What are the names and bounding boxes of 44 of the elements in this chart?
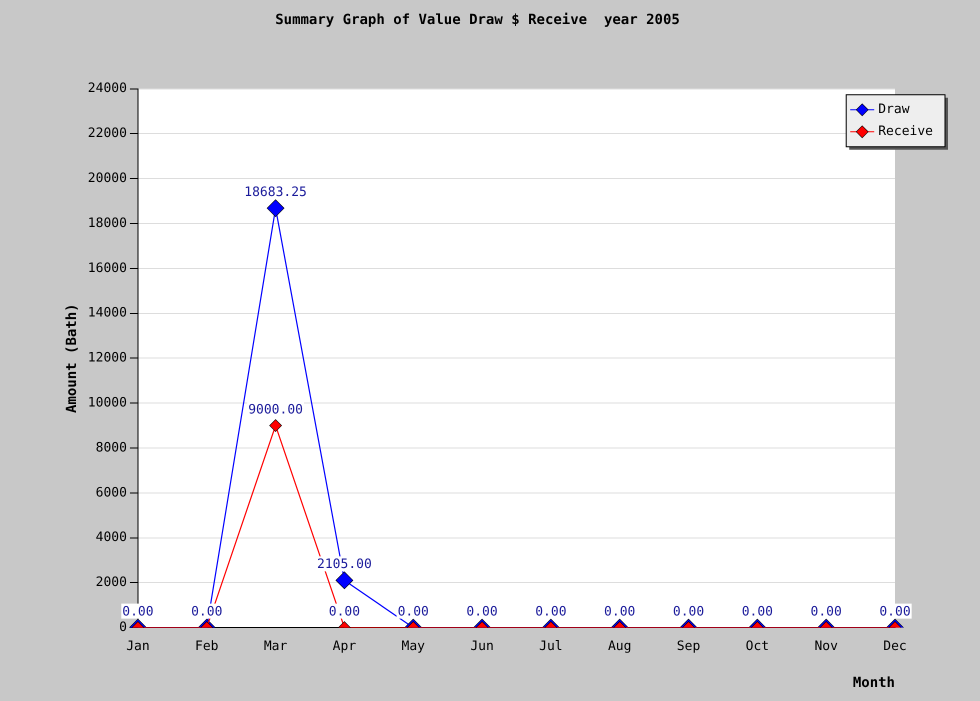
legend-label: Receive (878, 124, 934, 140)
x-tick-label: Dec (883, 638, 907, 654)
x-tick-label: Apr (332, 638, 356, 654)
data-label: 0.00 (398, 604, 429, 620)
chart-title: Summary Graph of Value Draw $ Receive year 2005 (275, 12, 680, 28)
data-label: 9000.00 (248, 402, 303, 418)
y-tick-label: 2000 (96, 575, 127, 590)
x-tick-label: Nov (814, 638, 838, 654)
x-tick-label: Jul (539, 638, 563, 654)
x-tick-label: Aug (608, 638, 632, 654)
data-label: 0.00 (604, 604, 636, 620)
x-tick-label: May (401, 638, 426, 654)
data-label: 0.00 (328, 604, 360, 620)
y-tick-label: 10000 (88, 395, 127, 410)
y-tick-label: 14000 (88, 306, 127, 321)
y-tick-label: 0 (119, 620, 127, 635)
y-tick-label: 24000 (88, 81, 127, 96)
x-tick-label: Feb (195, 638, 219, 654)
data-label: 0.00 (122, 604, 154, 620)
y-tick-label: 8000 (96, 440, 127, 456)
data-label: 2105.00 (317, 557, 372, 572)
x-tick-label: Sep (676, 638, 700, 654)
y-tick-label: 12000 (88, 350, 127, 366)
x-tick-label: Mar (264, 638, 288, 654)
legend-label: Draw (878, 102, 910, 118)
y-tick-label: 22000 (88, 126, 127, 142)
y-tick-label: 18000 (88, 216, 127, 231)
data-label: 0.00 (810, 604, 842, 620)
x-axis-title: Month (852, 675, 895, 692)
data-label: 0.00 (466, 604, 498, 620)
y-tick-label: 20000 (88, 170, 127, 186)
data-label: 0.00 (879, 604, 911, 620)
data-label: 0.00 (535, 604, 567, 620)
y-tick-label: 4000 (96, 530, 127, 546)
data-label: 18683.25 (244, 185, 307, 200)
y-tick-label: 16000 (88, 260, 127, 276)
x-tick-label: Jan (126, 638, 150, 654)
x-tick-label: Oct (746, 638, 770, 654)
y-tick-label: 6000 (96, 485, 127, 500)
x-tick-label: Jun (470, 638, 494, 654)
data-label: 0.00 (191, 604, 222, 620)
data-label: 0.00 (742, 604, 774, 620)
data-label: 0.00 (672, 604, 704, 620)
y-axis-title: Amount (Bath) (64, 303, 80, 413)
